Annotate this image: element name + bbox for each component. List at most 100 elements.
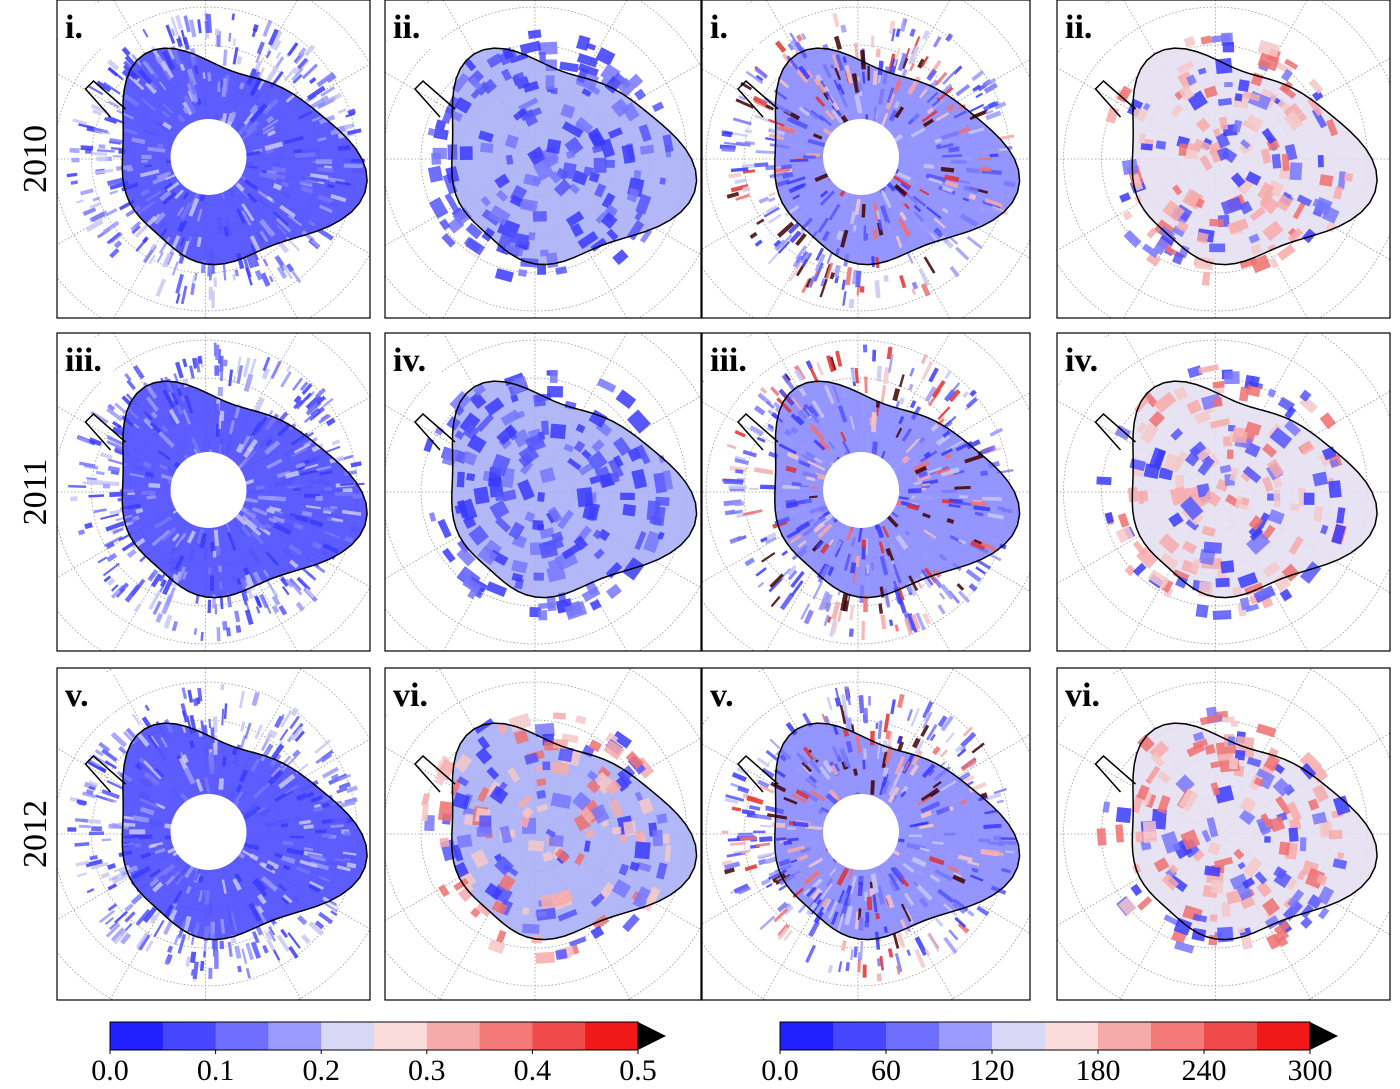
speckle — [647, 500, 661, 520]
speckle — [860, 941, 863, 961]
speckle — [118, 746, 127, 754]
speckle — [284, 67, 297, 81]
speckle — [241, 948, 247, 964]
speckle — [207, 600, 211, 613]
speckle — [745, 129, 752, 134]
colorbar-tick-label: 300 — [1288, 1054, 1333, 1084]
speckle — [161, 595, 173, 614]
speckle — [606, 584, 622, 599]
speckle — [1123, 230, 1141, 248]
speckle — [996, 800, 1004, 804]
speckle — [287, 932, 300, 949]
speckle — [153, 920, 164, 938]
speckle — [768, 251, 781, 264]
colorbar-bin — [216, 1022, 269, 1050]
speckle — [441, 233, 455, 248]
speckle — [623, 821, 637, 836]
speckle — [969, 583, 978, 592]
speckle — [270, 361, 281, 379]
speckle — [864, 376, 867, 393]
speckle — [555, 949, 567, 960]
speckle — [990, 153, 999, 157]
speckle — [429, 512, 436, 522]
speckle — [124, 373, 131, 381]
speckle — [324, 481, 331, 486]
speckle — [84, 522, 93, 529]
speckle — [262, 945, 269, 954]
speckle — [622, 504, 636, 517]
speckle — [866, 436, 870, 452]
panel-label: iii. — [710, 342, 747, 379]
speckle — [1288, 828, 1298, 842]
speckle — [950, 266, 960, 277]
speckle — [1137, 896, 1152, 911]
speckle — [87, 888, 95, 893]
speckle — [278, 605, 287, 615]
speckle — [438, 801, 454, 822]
speckle — [143, 245, 157, 263]
speckle — [862, 204, 866, 218]
speckle — [1238, 79, 1250, 92]
speckle — [910, 400, 917, 408]
speckle — [634, 841, 650, 859]
speckle — [1269, 258, 1278, 269]
speckle — [922, 613, 931, 625]
speckle — [733, 117, 752, 125]
speckle — [324, 487, 332, 491]
speckle — [937, 406, 950, 420]
speckle — [970, 104, 984, 112]
pole-hole — [823, 794, 899, 870]
speckle — [899, 275, 906, 288]
speckle — [577, 487, 594, 507]
speckle — [1115, 824, 1124, 842]
speckle — [246, 968, 251, 978]
speckle — [97, 149, 115, 153]
speckle — [875, 723, 878, 729]
speckle — [1267, 388, 1276, 397]
speckle — [975, 566, 986, 575]
speckle — [296, 602, 305, 612]
speckle — [870, 780, 875, 795]
speckle — [911, 288, 916, 295]
speckle — [518, 269, 527, 277]
speckle — [1344, 173, 1353, 182]
speckle — [211, 542, 215, 552]
panel-label: v. — [65, 677, 89, 714]
speckle — [590, 599, 602, 610]
speckle — [234, 610, 240, 622]
speckle — [605, 160, 615, 168]
colorbar-bin — [1257, 1022, 1311, 1050]
speckle — [900, 18, 907, 32]
speckle — [803, 156, 816, 159]
speckle — [979, 167, 991, 172]
speckle — [239, 691, 245, 709]
colorbar-bin — [886, 1022, 940, 1050]
speckle — [652, 102, 664, 113]
speckle — [849, 299, 855, 308]
speckle — [107, 863, 116, 870]
speckle — [721, 147, 735, 152]
speckle — [942, 70, 956, 84]
speckle — [237, 56, 243, 64]
colorbar-bin — [1045, 1022, 1099, 1050]
row-label: 2012 — [17, 800, 54, 868]
speckle — [122, 47, 131, 57]
speckle — [208, 719, 210, 728]
speckle — [768, 192, 776, 197]
speckle — [70, 496, 77, 501]
speckle — [635, 831, 644, 842]
speckle — [871, 412, 877, 432]
speckle — [182, 358, 187, 367]
colorbar-bin — [163, 1022, 216, 1050]
speckle — [1001, 837, 1016, 840]
speckle — [656, 813, 667, 824]
speckle — [91, 152, 107, 156]
speckle — [541, 421, 549, 435]
speckle — [520, 41, 542, 55]
speckle — [134, 603, 142, 613]
speckle — [575, 715, 586, 724]
speckle — [318, 912, 333, 924]
speckle — [921, 354, 928, 364]
speckle — [906, 949, 911, 956]
speckle — [486, 581, 507, 597]
